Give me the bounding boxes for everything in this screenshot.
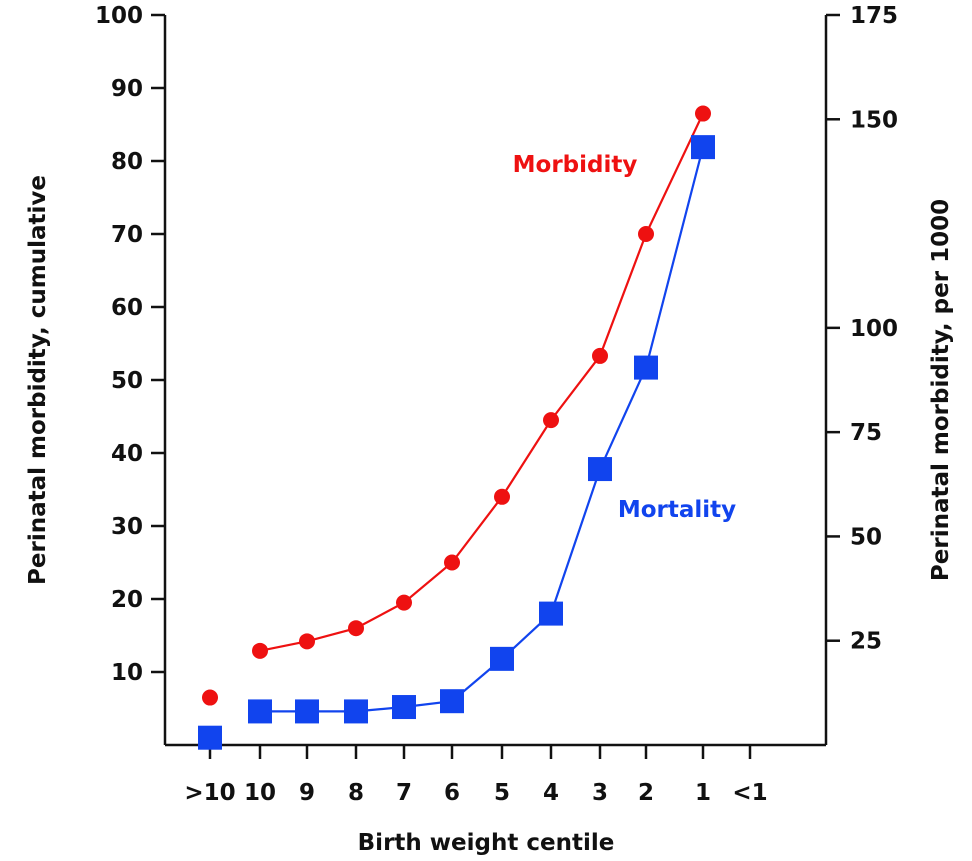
mortality-point	[539, 601, 563, 626]
mortality-point	[440, 689, 464, 714]
right-tick-label: 100	[850, 316, 898, 342]
x-tick-label: 6	[444, 780, 460, 806]
morbidity-point	[494, 488, 510, 505]
mortality-point	[691, 135, 715, 160]
morbidity-point	[396, 594, 412, 611]
mortality-point	[588, 457, 612, 482]
mortality-point	[392, 695, 416, 720]
x-tick-label: 7	[396, 780, 412, 806]
mortality-point	[344, 699, 368, 724]
morbidity-point	[252, 642, 268, 659]
series-line-morbidity	[259, 113, 704, 652]
x-tick-label: 2	[638, 780, 654, 806]
morbidity-point	[348, 620, 364, 637]
x-tick-label: 5	[494, 780, 510, 806]
left-tick-label: 70	[111, 222, 143, 248]
x-tick-label: 10	[244, 780, 276, 806]
x-tick-label: 8	[348, 780, 364, 806]
x-tick-label: 3	[592, 780, 608, 806]
right-tick-label: 50	[850, 524, 882, 550]
mortality-point	[198, 725, 222, 750]
series-label-morbidity: Morbidity	[513, 152, 638, 178]
left-tick-label: 10	[111, 660, 143, 686]
x-tick-label: 4	[543, 780, 559, 806]
mortality-point	[634, 355, 658, 380]
series-label-mortality: Mortality	[618, 497, 736, 523]
left-tick-label: 50	[111, 368, 143, 394]
x-tick-label: 1	[695, 780, 711, 806]
left-tick-label: 100	[95, 3, 143, 29]
x-axis-title: Birth weight centile	[358, 830, 615, 856]
left-tick-label: 40	[111, 441, 143, 467]
morbidity-point	[444, 554, 460, 571]
left-tick-label: 60	[111, 295, 143, 321]
morbidity-point	[638, 226, 654, 242]
morbidity-point	[543, 412, 559, 429]
x-tick-label: >10	[184, 780, 235, 806]
right-tick-label: 150	[850, 107, 898, 133]
series-line-mortality	[260, 146, 705, 713]
left-tick-label: 30	[111, 514, 143, 540]
axes-layer	[163, 15, 828, 747]
left-tick-label: 80	[111, 149, 143, 175]
morbidity-point	[695, 105, 711, 122]
right-tick-label: 175	[850, 3, 898, 29]
morbidity-point	[202, 689, 218, 706]
right-tick-label: 25	[850, 629, 882, 655]
left-tick-label: 20	[111, 587, 143, 613]
series-layer	[198, 105, 715, 750]
x-tick-label: 9	[299, 780, 315, 806]
left-tick-label: 90	[111, 76, 143, 102]
y-axis-title-left: Perinatal morbidity, cumulative	[25, 175, 51, 585]
mortality-point	[248, 699, 272, 724]
morbidity-point	[592, 347, 608, 364]
mortality-point	[295, 699, 319, 724]
mortality-point	[490, 646, 514, 671]
morbidity-point	[299, 633, 315, 650]
x-tick-label: <1	[732, 780, 767, 806]
right-tick-label: 75	[850, 420, 882, 446]
y-axis-title-right: Perinatal morbidity, per 1000	[928, 199, 954, 581]
